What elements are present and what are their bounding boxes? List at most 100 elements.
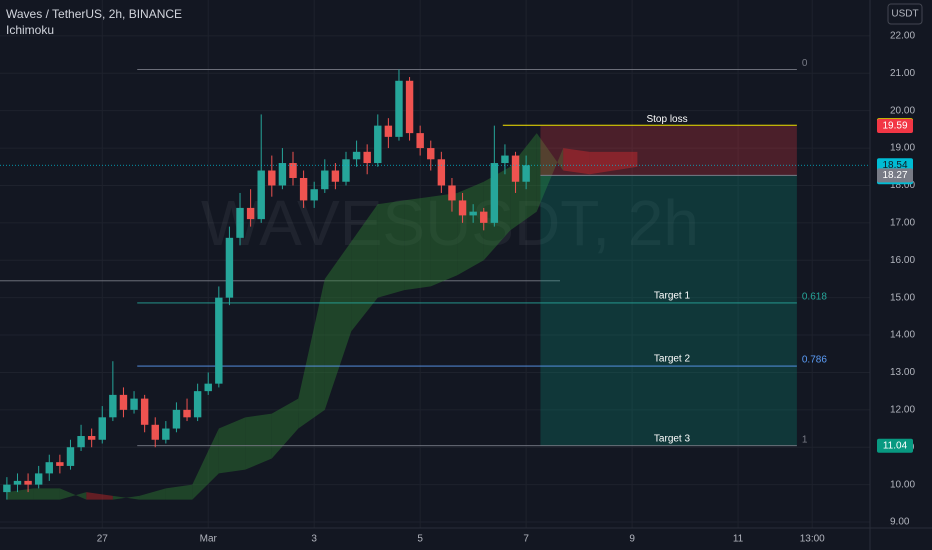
candle-body [321, 170, 329, 190]
cloud-segment [245, 413, 272, 470]
candle-body [458, 200, 467, 216]
currency-button[interactable] [887, 3, 923, 25]
cloud-segment [563, 148, 590, 175]
y-tick-label: 20.00 [890, 105, 915, 116]
cloud-segment [112, 495, 140, 500]
y-tick-label: 18.00 [890, 180, 915, 191]
entry-price-badge: 18.27 [882, 170, 907, 181]
candle-body [490, 163, 499, 223]
cloud-segment [139, 488, 166, 500]
cloud-segment [536, 133, 564, 212]
stop-zone-badge-box [877, 119, 913, 134]
candle-body [140, 398, 149, 425]
axes: 9.0010.0011.0012.0013.0014.0015.0016.001… [97, 31, 916, 545]
candle-body [331, 170, 340, 182]
cloud-segment [59, 488, 87, 500]
candle-body [416, 133, 424, 149]
target-label: Target 3 [654, 433, 691, 444]
candle-body [193, 391, 202, 418]
candle-body [511, 155, 520, 182]
cloud-segment [6, 488, 34, 500]
fib-level-label: 0.786 [802, 355, 827, 366]
candle-body [119, 394, 128, 410]
stop-zone-badge: 19.59 [882, 121, 907, 132]
candle-body [109, 394, 117, 418]
y-tick-label: 9.00 [890, 517, 910, 528]
cloud-segment [430, 192, 458, 287]
candle-body [183, 409, 191, 418]
candle-body [225, 237, 234, 298]
x-tick-label: 5 [417, 534, 423, 545]
indicator-name: Ichimoku [6, 23, 54, 37]
target-label: Target 2 [654, 354, 691, 365]
y-tick-label: 10.00 [890, 479, 915, 490]
candle-body [3, 484, 11, 493]
y-tick-label: 12.00 [890, 404, 915, 415]
x-tick-label: 3 [311, 534, 317, 545]
cloud-segment [404, 196, 431, 291]
candle-body [172, 409, 181, 429]
cloud-segment [165, 484, 193, 500]
cloud-segment [86, 492, 113, 500]
candle-body [480, 211, 488, 223]
candle-body [162, 428, 170, 440]
fib-level-label: 1 [802, 434, 808, 445]
candle-body [299, 177, 308, 201]
x-tick-label: 27 [97, 534, 109, 545]
x-tick-label: 7 [523, 534, 529, 545]
candle-body [395, 80, 403, 137]
candle-body [522, 165, 530, 182]
candle-body [66, 447, 75, 466]
cloud-segment [33, 488, 60, 500]
candle-body [236, 207, 244, 238]
y-tick-label: 16.00 [890, 255, 915, 266]
y-tick-label: 14.00 [890, 330, 915, 341]
cloud-segment [271, 398, 299, 459]
chart-title: Waves / TetherUS, 2h, BINANCE [6, 7, 182, 21]
candle-body [87, 436, 96, 440]
entry-price-badge-box [877, 168, 913, 183]
y-tick-label: 13.00 [890, 367, 915, 378]
currency-label[interactable]: USDT [891, 9, 918, 20]
target-price-badge-box [877, 438, 913, 453]
candle-body [215, 297, 223, 384]
x-tick-label: 13:00 [800, 534, 825, 545]
target-price-badge: 11.04 [883, 440, 908, 451]
cloud-segment [298, 278, 325, 429]
candle-body [268, 170, 276, 186]
x-tick-label: Mar [200, 534, 218, 545]
y-tick-label: 21.00 [890, 68, 915, 79]
candle-body [24, 480, 32, 485]
plot-area: Stop loss 0 0.618 Target 1 0.786 Target 2 1 Tar… [0, 58, 870, 500]
candle-body [374, 125, 382, 164]
candle-body [342, 159, 350, 182]
cloud-segment [324, 241, 352, 410]
candle-body [77, 436, 85, 448]
candle-body [130, 398, 138, 410]
cloud-segment [457, 181, 484, 276]
grid [0, 0, 870, 528]
fib-level-label: 0 [802, 58, 808, 69]
stop-loss-label: Stop loss [646, 114, 687, 125]
candle-body [437, 159, 446, 186]
candle-body [384, 125, 393, 137]
candle-body [13, 480, 22, 485]
y-tick-label: 15.00 [890, 292, 915, 303]
y-tick-label: 22.00 [890, 31, 915, 42]
cloud-segment [351, 204, 378, 332]
candle-body [289, 163, 297, 178]
candle-body [98, 417, 106, 440]
candle-body [204, 383, 212, 392]
candle-body [56, 462, 64, 466]
target-zone [540, 175, 797, 446]
cloud-segment [377, 200, 405, 298]
cloud-segment [589, 151, 638, 175]
candle-body [151, 424, 159, 440]
candle-body [448, 185, 456, 201]
candle-body [501, 155, 509, 164]
candle-body [427, 148, 435, 160]
last-price-badge: 18.54 [882, 160, 907, 171]
x-tick-label: 11 [733, 534, 744, 545]
